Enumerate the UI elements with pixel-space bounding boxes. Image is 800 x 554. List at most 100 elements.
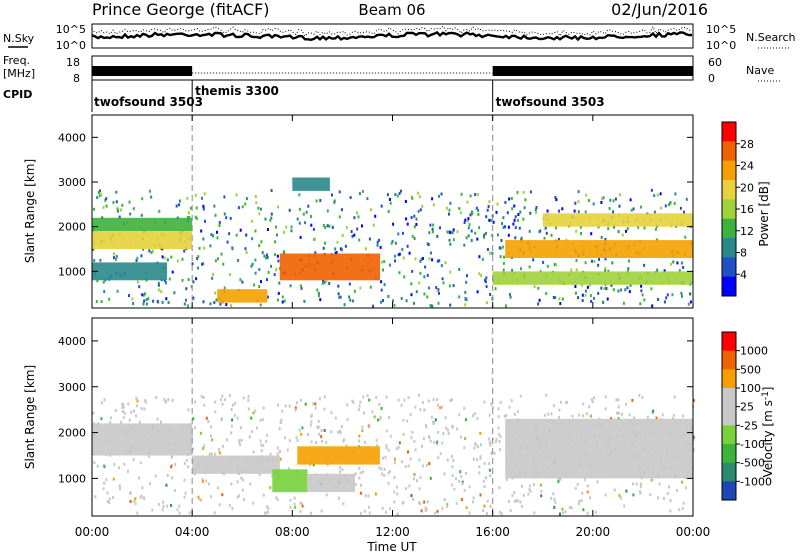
velocity-scatter-cell bbox=[202, 396, 205, 399]
power-scatter-cell bbox=[276, 205, 279, 209]
power-scatter-cell bbox=[223, 195, 226, 199]
power-scatter-cell bbox=[258, 212, 261, 216]
velocity-scatter-cell bbox=[183, 495, 186, 499]
velocity-scatter-cell bbox=[443, 498, 446, 502]
power-scatter-cell bbox=[577, 296, 580, 300]
velocity-scatter-cell bbox=[529, 489, 532, 493]
velocity-scatter-cell bbox=[396, 485, 398, 489]
power-scatter-cell bbox=[528, 265, 531, 269]
power-scatter-cell bbox=[575, 259, 578, 262]
power-band bbox=[542, 213, 694, 227]
power-scatter-cell bbox=[598, 257, 600, 261]
power-scatter-cell bbox=[361, 189, 364, 193]
velocity-scatter-cell bbox=[558, 415, 560, 419]
velocity-scatter-cell bbox=[491, 405, 494, 409]
power-scatter-cell bbox=[557, 237, 560, 241]
velocity-scatter-cell bbox=[362, 470, 364, 474]
power-scatter-cell bbox=[105, 197, 108, 201]
power-colorbar-tick-label: 28 bbox=[740, 138, 754, 151]
power-scatter-cell bbox=[376, 243, 379, 247]
power-scatter-cell bbox=[514, 226, 517, 230]
time-tick-label: 12:00 bbox=[375, 525, 410, 539]
power-scatter-cell bbox=[145, 302, 148, 306]
velocity-scatter-cell bbox=[446, 503, 449, 507]
power-scatter-cell bbox=[502, 225, 505, 229]
power-scatter-cell bbox=[254, 195, 257, 198]
velocity-scatter-cell bbox=[221, 394, 224, 398]
power-scatter-cell bbox=[217, 257, 219, 261]
velocity-scatter-cell bbox=[260, 449, 263, 453]
velocity-scatter-cell bbox=[200, 394, 203, 398]
velocity-scatter-cell bbox=[123, 462, 126, 466]
power-scatter-cell bbox=[150, 195, 153, 199]
power-scatter-cell bbox=[464, 303, 467, 307]
power-scatter-cell bbox=[584, 289, 587, 293]
power-scatter-cell bbox=[115, 254, 118, 258]
power-scatter-cell bbox=[650, 287, 653, 291]
power-scatter-cell bbox=[589, 294, 592, 298]
power-scatter-cell bbox=[609, 198, 612, 202]
cpid-segment-label: twofsound 3503 bbox=[496, 95, 605, 109]
freq-segment-twofsound-1 bbox=[92, 66, 193, 76]
velocity-scatter-cell bbox=[459, 435, 462, 439]
power-scatter-cell bbox=[478, 272, 481, 276]
power-scatter-cell bbox=[319, 298, 322, 302]
power-scatter-cell bbox=[138, 285, 141, 289]
velocity-scatter-cell bbox=[472, 457, 475, 461]
power-scatter-cell bbox=[470, 239, 473, 242]
power-scatter-cell bbox=[449, 231, 452, 235]
velocity-scatter-cell bbox=[310, 511, 312, 515]
power-scatter-cell bbox=[250, 219, 253, 223]
velocity-scatter-cell bbox=[498, 486, 501, 490]
velocity-scatter-cell bbox=[389, 434, 392, 438]
power-scatter-cell bbox=[405, 299, 408, 303]
power-scatter-cell bbox=[222, 262, 225, 266]
power-scatter-cell bbox=[506, 211, 509, 215]
power-scatter-cell bbox=[275, 267, 278, 271]
velocity-band bbox=[297, 446, 380, 465]
power-scatter-cell bbox=[509, 293, 511, 296]
velocity-scatter-cell bbox=[208, 452, 211, 456]
velocity-scatter-cell bbox=[681, 414, 684, 418]
velocity-scatter-cell bbox=[213, 511, 216, 515]
velocity-scatter-cell bbox=[323, 407, 326, 411]
velocity-scatter-cell bbox=[604, 407, 607, 411]
velocity-scatter-cell bbox=[304, 402, 307, 406]
velocity-scatter-cell bbox=[385, 510, 388, 514]
velocity-scatter-cell bbox=[171, 398, 174, 402]
power-scatter-cell bbox=[254, 271, 257, 275]
power-scatter-cell bbox=[212, 234, 214, 238]
power-scatter-cell bbox=[489, 251, 492, 255]
power-scatter-cell bbox=[464, 297, 467, 301]
velocity-scatter-cell bbox=[276, 446, 279, 450]
power-scatter-cell bbox=[237, 259, 240, 262]
velocity-scatter-cell bbox=[320, 428, 323, 432]
power-scatter-cell bbox=[420, 257, 423, 261]
velocity-scatter-cell bbox=[590, 398, 593, 402]
power-scatter-cell bbox=[98, 194, 101, 198]
power-scatter-cell bbox=[448, 208, 451, 212]
velocity-scatter-cell bbox=[557, 480, 560, 484]
velocity-scatter-cell bbox=[278, 427, 281, 431]
power-scatter-cell bbox=[398, 271, 401, 275]
velocity-scatter-cell bbox=[426, 500, 429, 504]
velocity-scatter-cell bbox=[673, 395, 676, 399]
velocity-scatter-cell bbox=[198, 497, 201, 501]
velocity-scatter-cell bbox=[384, 455, 387, 459]
velocity-scatter-cell bbox=[513, 491, 516, 494]
power-scatter-cell bbox=[424, 265, 427, 269]
power-scatter-cell bbox=[554, 196, 557, 199]
power-scatter-cell bbox=[305, 210, 308, 214]
velocity-scatter-cell bbox=[396, 512, 399, 516]
velocity-scatter-cell bbox=[197, 495, 200, 499]
power-scatter-cell bbox=[584, 210, 587, 214]
power-scatter-cell bbox=[452, 228, 455, 232]
velocity-scatter-cell bbox=[385, 446, 388, 450]
velocity-scatter-cell bbox=[666, 492, 669, 495]
power-scatter-cell bbox=[195, 206, 198, 210]
velocity-scatter-cell bbox=[489, 443, 492, 447]
velocity-scatter-cell bbox=[300, 502, 303, 505]
velocity-scatter-cell bbox=[231, 403, 234, 407]
power-scatter-cell bbox=[283, 299, 286, 303]
power-scatter-cell bbox=[543, 236, 546, 240]
